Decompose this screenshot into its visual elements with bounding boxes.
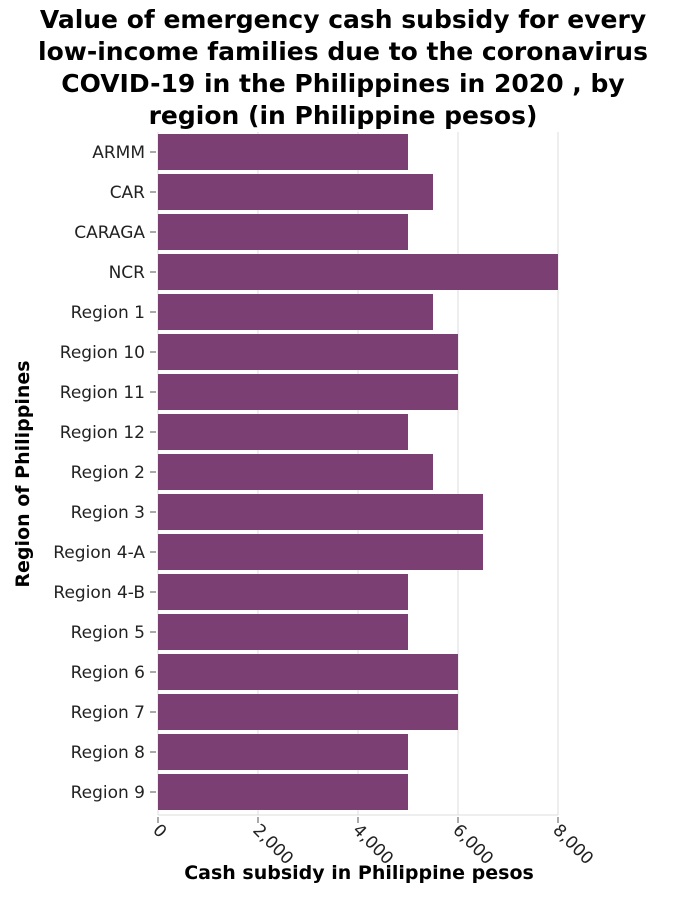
bar-armm xyxy=(158,134,408,170)
y-tick-label: CAR xyxy=(110,183,145,203)
y-tick-label: NCR xyxy=(109,263,146,283)
y-tick-label: Region 11 xyxy=(60,383,145,403)
bar-region-2 xyxy=(158,454,433,490)
bar-region-9 xyxy=(158,774,408,810)
bars xyxy=(158,134,558,810)
bar-car xyxy=(158,174,433,210)
chart-title-line-1: Value of emergency cash subsidy for ever… xyxy=(39,5,647,34)
bar-caraga xyxy=(158,214,408,250)
x-axis-label: Cash subsidy in Philippine pesos xyxy=(184,862,534,884)
bar-region-12 xyxy=(158,414,408,450)
y-tick-label: Region 9 xyxy=(71,783,145,803)
bar-region-1 xyxy=(158,294,433,330)
bar-region-6 xyxy=(158,654,458,690)
y-tick-label: Region 2 xyxy=(71,463,145,483)
y-tick-label: Region 7 xyxy=(71,703,145,723)
chart-title-line-2: low-income families due to the coronavir… xyxy=(38,37,648,66)
y-tick-label: Region 12 xyxy=(60,423,145,443)
y-tick-label: CARAGA xyxy=(74,223,145,243)
bar-region-11 xyxy=(158,374,458,410)
x-tick-label: 0 xyxy=(148,820,170,842)
x-tick-label: 8,000 xyxy=(548,820,597,869)
y-tick-label: ARMM xyxy=(92,143,145,163)
y-tick-label: Region 4-B xyxy=(53,583,145,603)
bar-region-10 xyxy=(158,334,458,370)
bar-region-5 xyxy=(158,614,408,650)
bar-region-3 xyxy=(158,494,483,530)
bar-region-4-b xyxy=(158,574,408,610)
y-tick-label: Region 10 xyxy=(60,343,145,363)
chart-title: Value of emergency cash subsidy for ever… xyxy=(0,4,686,132)
y-axis-label: Region of Philippines xyxy=(12,360,34,587)
y-axis: ARMM CAR CARAGA NCR Region 1 Region 10 Region … xyxy=(53,143,156,803)
y-tick-label: Region 5 xyxy=(71,623,145,643)
y-tick-label: Region 3 xyxy=(71,503,145,523)
chart-title-line-4: region (in Philippine pesos) xyxy=(148,101,538,130)
bar-region-7 xyxy=(158,694,458,730)
bar-region-8 xyxy=(158,734,408,770)
bar-ncr xyxy=(158,254,558,290)
y-tick-label: Region 1 xyxy=(71,303,145,323)
y-tick-label: Region 6 xyxy=(71,663,145,683)
bar-region-4-a xyxy=(158,534,483,570)
y-tick-label: Region 8 xyxy=(71,743,145,763)
y-tick-label: Region 4-A xyxy=(53,543,145,563)
chart-title-line-3: COVID-19 in the Philippines in 2020 , by xyxy=(61,69,625,98)
